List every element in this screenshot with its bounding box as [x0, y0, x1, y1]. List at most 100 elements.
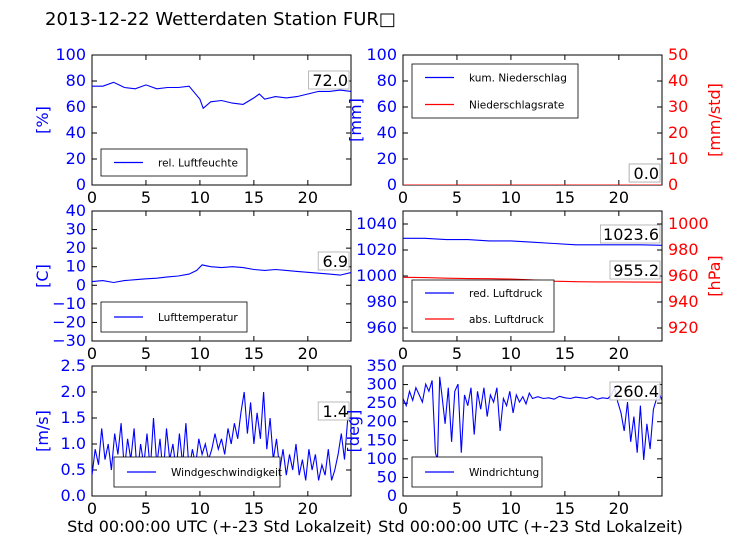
legend: kum. Niederschlag Niederschlagsrate	[411, 63, 579, 119]
last-value-box	[600, 224, 661, 244]
y2-tick-label: 0	[668, 175, 678, 194]
legend-box	[411, 63, 579, 119]
last-value-label: 1.4	[323, 402, 348, 421]
x-tick-label: 10	[190, 344, 210, 363]
y-tick-label: 150	[366, 430, 397, 449]
y-tick-label: −20	[52, 312, 86, 331]
y-tick-label: 2.5	[61, 356, 86, 375]
x-tick-label: 5	[452, 188, 462, 207]
last-value-label: 0.0	[634, 164, 659, 183]
y-tick-label: 80	[377, 71, 397, 90]
chart-windspeed: 0.0 0.5 1.0 1.5 2.0 2.5 0 5 10 15 20 [m/s] Std 00:00…	[33, 356, 372, 536]
x-tick-label: 20	[298, 499, 318, 518]
y-tick-label: 60	[66, 97, 86, 116]
y-tick-label: 100	[366, 449, 397, 468]
last-value-box	[317, 401, 350, 421]
series-line-temperature-0	[92, 264, 351, 284]
y-tick-label: 40	[377, 123, 397, 142]
legend-label: Lufttemperatur	[158, 312, 238, 324]
figure-title: 2013-12-22 Wetterdaten Station FUR□	[45, 9, 396, 30]
y2-tick-label: 20	[668, 123, 688, 142]
legend: Lufttemperatur	[100, 301, 248, 333]
y-tick-label: 10	[66, 257, 86, 276]
y-tick-label: 980	[366, 292, 397, 311]
x-tick-label: 5	[141, 499, 151, 518]
legend-label: abs. Luftdruck	[469, 314, 545, 326]
y2-tick-label: 30	[668, 97, 688, 116]
y-tick-label: 100	[366, 45, 397, 64]
y2-axis-label: [hPa]	[705, 255, 724, 296]
x-tick-label: 15	[555, 188, 575, 207]
y-tick-label: 1000	[356, 266, 397, 285]
legend-label: Windgeschwindigkeit	[171, 467, 282, 479]
chart-humidity: 0 20 40 60 80 100 0 5 10 15 20 [%] 72.0 rel. Luftfeuc…	[33, 45, 352, 207]
y-tick-label: 0	[76, 275, 86, 294]
y-tick-label: 20	[66, 238, 86, 257]
last-value-label: 6.9	[323, 252, 348, 271]
x-tick-label: 20	[298, 344, 318, 363]
x-tick-label: 20	[609, 344, 629, 363]
y-tick-label: 0	[387, 175, 397, 194]
y-tick-label: 200	[366, 412, 397, 431]
series-line-pressure-0	[403, 237, 662, 246]
y-tick-label: 250	[366, 393, 397, 412]
chart-precip: 0 20 40 60 80 100 0 10 20 30 40 50 0 5 10 15 20 [mm] [mm/s…	[346, 45, 724, 207]
x-tick-label: 15	[244, 344, 264, 363]
y2-tick-label: 50	[668, 45, 688, 64]
y-tick-label: 50	[377, 467, 397, 486]
last-value-label: 955.2	[613, 261, 659, 280]
y-tick-label: 30	[66, 220, 86, 239]
x-tick-label: 5	[452, 344, 462, 363]
legend-label: Windrichtung	[469, 467, 539, 479]
y-tick-label: 40	[66, 123, 86, 142]
y-tick-label: 60	[377, 97, 397, 116]
last-value-box	[609, 260, 661, 280]
last-value-label: 1023.6	[603, 225, 659, 244]
y-axis-label: [m/s]	[33, 410, 52, 452]
y-tick-label: −10	[52, 294, 86, 313]
last-value-box	[609, 381, 661, 401]
x-tick-label: 15	[244, 499, 264, 518]
last-value-box	[628, 163, 661, 183]
x-tick-label: 5	[141, 188, 151, 207]
y-tick-label: 1.0	[61, 434, 86, 453]
x-tick-label: 20	[609, 499, 629, 518]
y-tick-label: 100	[55, 45, 86, 64]
y2-tick-label: 940	[668, 292, 699, 311]
series-line-humidity-0	[92, 81, 351, 110]
x-tick-label: 0	[398, 188, 408, 207]
y-tick-label: 0.5	[61, 460, 86, 479]
y2-tick-label: 10	[668, 149, 688, 168]
y-tick-label: 960	[366, 318, 397, 337]
y-tick-label: 1.5	[61, 408, 86, 427]
y2-tick-label: 960	[668, 266, 699, 285]
chart-pressure: 960 980 1000 1020 1040 920 940 960 980 1000 0 5 10 15…	[356, 210, 724, 363]
y2-tick-label: 1000	[668, 214, 709, 233]
x-tick-label: 0	[398, 499, 408, 518]
x-tick-label: 10	[501, 344, 521, 363]
x-tick-label: 20	[298, 188, 318, 207]
legend-label: Niederschlagsrate	[469, 100, 564, 112]
series-line-winddir-0	[403, 376, 662, 461]
y-tick-label: 0.0	[61, 486, 86, 505]
y-axis-label: [%]	[33, 106, 52, 134]
y-tick-label: 300	[366, 375, 397, 394]
y-tick-label: −30	[52, 331, 86, 350]
y-axis-label: [deg]	[344, 410, 363, 453]
legend-box	[411, 279, 555, 333]
x-tick-label: 10	[190, 499, 210, 518]
last-value-box	[317, 251, 350, 271]
x-tick-label: 15	[244, 188, 264, 207]
last-value-box	[308, 70, 350, 90]
x-tick-label: 10	[501, 499, 521, 518]
y-tick-label: 40	[66, 201, 86, 220]
x-axis-label: Std 00:00:00 UTC (+-23 Std Lokalzeit)	[67, 517, 372, 536]
y-axis-label: [C]	[33, 264, 52, 288]
y2-tick-label: 920	[668, 318, 699, 337]
y2-tick-label: 40	[668, 71, 688, 90]
y2-axis-label: [mm/std]	[705, 83, 724, 157]
y-tick-label: 20	[66, 149, 86, 168]
legend-label: rel. Luftfeuchte	[158, 158, 238, 170]
